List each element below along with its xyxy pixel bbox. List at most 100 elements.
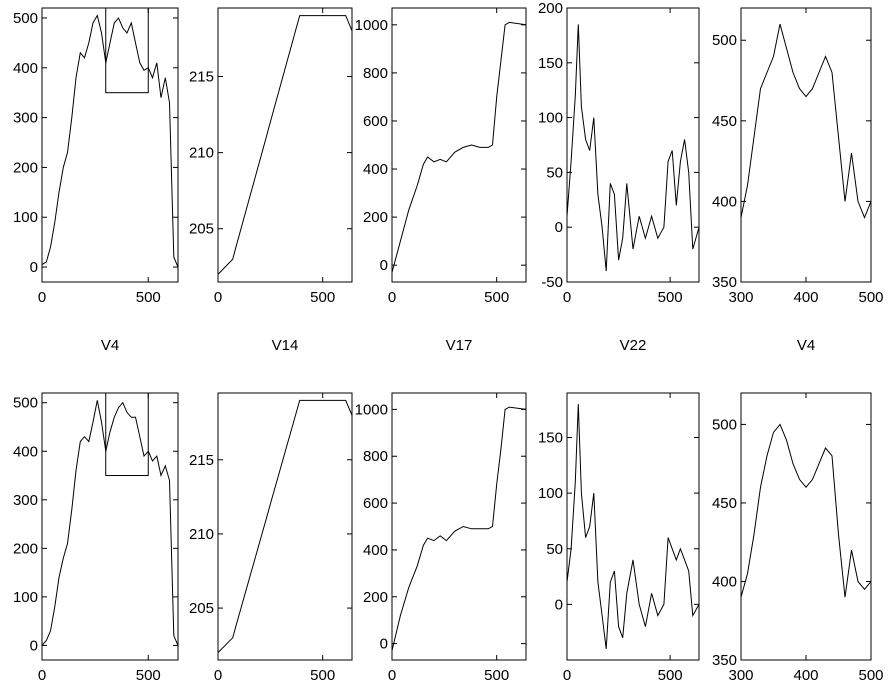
x-tick-label: 0 bbox=[38, 667, 46, 684]
y-tick-label: 400 bbox=[13, 60, 38, 77]
x-tick-label: 500 bbox=[136, 289, 161, 306]
panel-title: V17 bbox=[446, 337, 473, 354]
panel-top-1: 0 100 200 300 400 500 0 500 bbox=[13, 7, 179, 306]
y-tick-label: 100 bbox=[13, 209, 38, 226]
y-tick-label: 600 bbox=[363, 495, 388, 512]
y-tick-label: 0 bbox=[30, 259, 38, 276]
panel-bottom-5: 350 400 450 500 300 400 500 bbox=[712, 392, 884, 684]
x-tick-label: 500 bbox=[136, 667, 161, 684]
x-tick-label: 500 bbox=[484, 667, 509, 684]
y-tick-label: 450 bbox=[712, 495, 737, 512]
y-tick-label: 600 bbox=[363, 113, 388, 130]
axes-frame bbox=[217, 7, 353, 283]
panel-title: V22 bbox=[620, 337, 647, 354]
panel-bottom-4: 0 50 100 150 0 500 bbox=[538, 392, 700, 684]
y-tick-label: -50 bbox=[541, 274, 563, 291]
x-tick-label: 0 bbox=[388, 289, 396, 306]
series-line bbox=[392, 21, 526, 273]
x-tick-label: 500 bbox=[658, 667, 683, 684]
x-tick-label: 500 bbox=[310, 289, 335, 306]
y-tick-label: 350 bbox=[712, 652, 737, 669]
y-tick-label: 0 bbox=[555, 596, 563, 613]
y-tick-label: 210 bbox=[189, 526, 214, 543]
panel-top-2: 205 210 215 0 500 bbox=[189, 7, 353, 306]
y-tick-label: 150 bbox=[538, 430, 563, 447]
y-tick-label: 300 bbox=[13, 110, 38, 127]
x-tick-label: 500 bbox=[858, 289, 883, 306]
series-line bbox=[567, 24, 699, 272]
y-tick-label: 205 bbox=[189, 600, 214, 617]
axes-frame bbox=[391, 7, 527, 283]
y-tick-label: 400 bbox=[363, 161, 388, 178]
axes-frame bbox=[217, 392, 353, 661]
y-tick-label: 200 bbox=[538, 0, 563, 17]
y-tick-label: 200 bbox=[13, 159, 38, 176]
x-tick-label: 500 bbox=[658, 289, 683, 306]
y-tick-label: 400 bbox=[712, 573, 737, 590]
y-tick-label: 450 bbox=[712, 113, 737, 130]
x-tick-label: 500 bbox=[484, 289, 509, 306]
y-tick-label: 400 bbox=[13, 443, 38, 460]
y-tick-label: 500 bbox=[712, 416, 737, 433]
axes-frame bbox=[566, 392, 700, 661]
panel-bottom-1: 0 100 200 300 400 500 0 500 bbox=[13, 392, 179, 684]
x-tick-label: 400 bbox=[793, 289, 818, 306]
axes-frame bbox=[740, 392, 872, 661]
y-tick-label: 500 bbox=[13, 395, 38, 412]
panel-bottom-3: 0 200 400 600 800 1000 0 500 bbox=[355, 392, 527, 684]
y-tick-label: 200 bbox=[363, 209, 388, 226]
y-tick-label: 215 bbox=[189, 452, 214, 469]
y-tick-label: 210 bbox=[189, 145, 214, 162]
panel-title: V4 bbox=[101, 337, 119, 354]
panel-top-5: 350 400 450 500 300 400 500 bbox=[712, 7, 884, 306]
x-tick-label: 300 bbox=[728, 667, 753, 684]
panel-top-3: 0 200 400 600 800 1000 0 500 bbox=[355, 7, 527, 306]
y-tick-label: 0 bbox=[380, 636, 388, 653]
y-tick-label: 100 bbox=[13, 589, 38, 606]
y-tick-label: 800 bbox=[363, 65, 388, 82]
x-tick-label: 500 bbox=[310, 667, 335, 684]
series-line bbox=[218, 399, 352, 653]
y-tick-label: 1000 bbox=[355, 401, 388, 418]
y-tick-label: 50 bbox=[546, 164, 563, 181]
y-tick-label: 350 bbox=[712, 274, 737, 291]
series-line bbox=[218, 15, 352, 275]
y-tick-label: 300 bbox=[13, 492, 38, 509]
series-line bbox=[392, 406, 526, 651]
y-tick-label: 200 bbox=[363, 589, 388, 606]
x-tick-label: 300 bbox=[728, 289, 753, 306]
axes-frame bbox=[41, 7, 179, 283]
x-tick-label: 0 bbox=[214, 289, 222, 306]
zoom-box bbox=[105, 392, 149, 477]
series-line bbox=[741, 423, 871, 598]
y-tick-label: 150 bbox=[538, 55, 563, 72]
series-line bbox=[42, 400, 178, 646]
y-tick-label: 500 bbox=[13, 10, 38, 27]
series-line bbox=[42, 14, 178, 268]
axes-frame bbox=[391, 392, 527, 661]
y-tick-label: 800 bbox=[363, 448, 388, 465]
y-tick-label: 200 bbox=[13, 540, 38, 557]
y-tick-label: 205 bbox=[189, 221, 214, 238]
x-tick-label: 0 bbox=[38, 289, 46, 306]
x-tick-label: 500 bbox=[858, 667, 883, 684]
y-tick-label: 100 bbox=[538, 110, 563, 127]
y-tick-label: 1000 bbox=[355, 17, 388, 34]
x-tick-label: 0 bbox=[388, 667, 396, 684]
zoom-box bbox=[105, 7, 149, 94]
y-tick-label: 0 bbox=[380, 257, 388, 274]
y-tick-label: 400 bbox=[712, 193, 737, 210]
panel-title: V14 bbox=[272, 337, 299, 354]
x-tick-label: 0 bbox=[214, 667, 222, 684]
y-tick-label: 400 bbox=[363, 542, 388, 559]
y-tick-label: 215 bbox=[189, 69, 214, 86]
y-tick-label: 50 bbox=[546, 541, 563, 558]
x-tick-label: 400 bbox=[793, 667, 818, 684]
series-line bbox=[741, 23, 871, 219]
axes-frame bbox=[566, 7, 700, 283]
panel-bottom-2: 205 210 215 0 500 bbox=[189, 392, 353, 684]
y-tick-label: 100 bbox=[538, 485, 563, 502]
y-tick-label: 0 bbox=[30, 637, 38, 654]
